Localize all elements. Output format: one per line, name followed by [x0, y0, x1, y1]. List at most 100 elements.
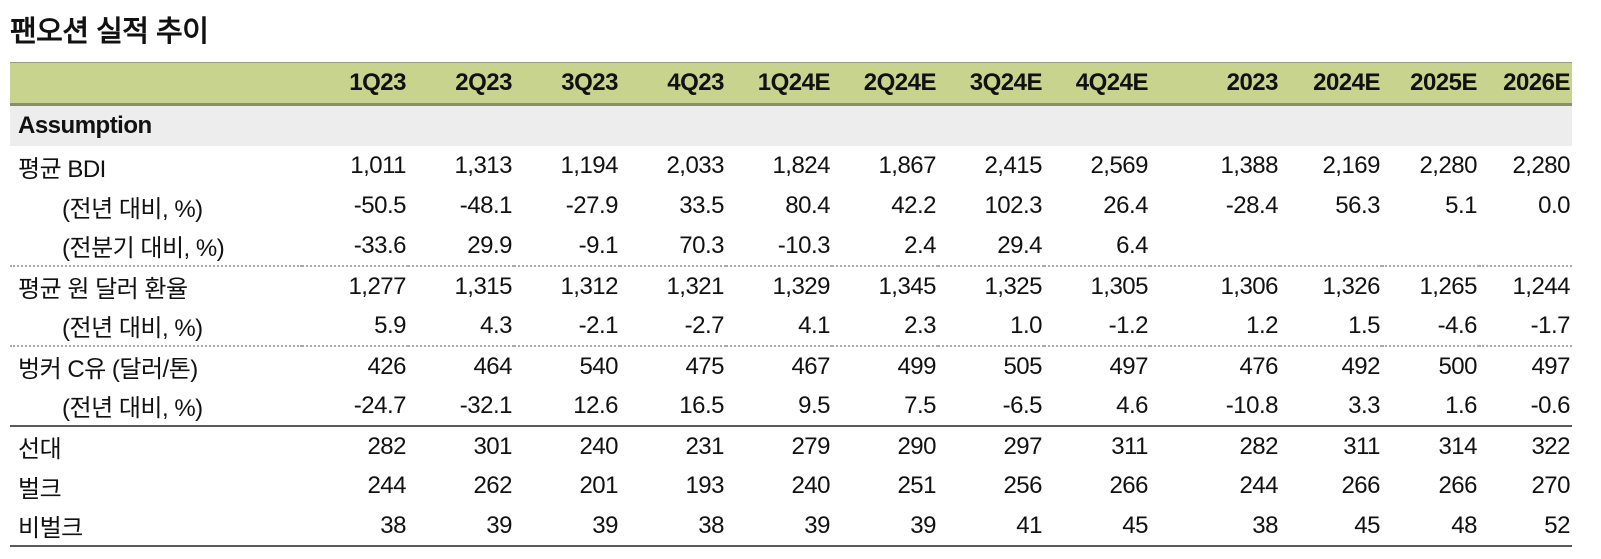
value-cell: 2,280	[1512, 152, 1570, 179]
value-cell: 1.5	[1348, 311, 1380, 339]
value-cell: 1,325	[984, 272, 1042, 300]
value-cell: 231	[685, 432, 724, 460]
value-cell: 6.4	[1116, 231, 1148, 259]
value-cell: 282	[1239, 432, 1278, 460]
table-row: (전년 대비, %) 5.9 4.3 -2.1 -2.7 4.1 2.3 1.0 -1.2 1.2…	[10, 306, 1572, 346]
value-cell: -48.1	[459, 192, 513, 219]
value-cell: 2,280	[1419, 152, 1477, 179]
column-header-2q23: 2Q23	[455, 69, 512, 96]
value-cell: 1,824	[772, 152, 830, 179]
value-cell: 7.5	[904, 391, 936, 419]
row-label: 평균 BDI	[18, 155, 106, 183]
value-cell: 42.2	[891, 192, 936, 219]
value-cell: 266	[1438, 472, 1477, 499]
value-cell: 499	[897, 352, 936, 380]
value-cell: -0.6	[1530, 391, 1571, 419]
value-cell: 38	[1252, 511, 1278, 539]
value-cell: 266	[1109, 472, 1148, 499]
value-cell: 270	[1531, 472, 1570, 499]
value-cell: -10.3	[777, 231, 831, 259]
row-label: (전년 대비, %)	[62, 395, 203, 422]
value-cell: -28.4	[1225, 192, 1279, 219]
value-cell: 39	[486, 511, 512, 539]
value-cell: 244	[1239, 472, 1278, 499]
section-header-row: Assumption	[10, 104, 1572, 146]
value-cell: 1,345	[878, 272, 936, 300]
value-cell: 1,388	[1220, 152, 1278, 179]
value-cell: 240	[791, 472, 830, 499]
value-cell: 29.9	[467, 231, 512, 259]
value-cell: 193	[685, 472, 724, 499]
value-cell: 2,169	[1322, 152, 1380, 179]
column-header-2q24e: 2Q24E	[863, 69, 937, 96]
value-cell: 12.6	[573, 391, 618, 419]
value-cell: 70.3	[679, 231, 724, 259]
value-cell: 500	[1438, 352, 1477, 380]
value-cell: 244	[367, 472, 406, 499]
value-cell: 251	[897, 472, 936, 499]
value-cell: 56.3	[1335, 192, 1380, 219]
value-cell: 1,011	[350, 152, 406, 179]
column-header-1q23: 1Q23	[349, 69, 406, 96]
value-cell: -4.6	[1437, 311, 1478, 339]
value-cell: -9.1	[578, 231, 619, 259]
value-cell: 0.0	[1538, 192, 1570, 219]
value-cell: 1,277	[348, 272, 406, 300]
value-cell: 48	[1451, 511, 1477, 539]
corner-cell	[10, 63, 302, 105]
value-cell: 1.0	[1010, 311, 1042, 339]
value-cell: -1.2	[1108, 311, 1149, 339]
table-row: 벙커 C유 (달러/톤) 426 464 540 475 467 499 505 497 476 4…	[10, 346, 1572, 386]
value-cell: 1,244	[1512, 272, 1570, 300]
value-cell	[1280, 226, 1382, 266]
table-row: 선대 282 301 240 231 279 290 297 311 282 311 314 322	[10, 426, 1572, 466]
value-cell: -24.7	[353, 391, 407, 419]
value-cell: 29.4	[997, 231, 1042, 259]
value-cell: -32.1	[459, 391, 513, 419]
value-cell: 314	[1438, 432, 1477, 460]
column-header-2026e: 2026E	[1503, 69, 1570, 96]
value-cell: 1.2	[1246, 311, 1278, 339]
table-row: 평균 원 달러 환율 1,277 1,315 1,312 1,321 1,329 1,345…	[10, 266, 1572, 306]
value-cell: 16.5	[679, 391, 724, 419]
row-label: 평균 원 달러 환율	[18, 276, 188, 303]
value-cell: 201	[579, 472, 618, 499]
value-cell: 540	[579, 352, 618, 380]
value-cell: 301	[473, 432, 512, 460]
value-cell: -33.6	[353, 231, 407, 259]
value-cell: 497	[1531, 352, 1570, 380]
value-cell: 475	[685, 352, 724, 380]
value-cell: 4.1	[798, 311, 830, 339]
value-cell: 1,326	[1322, 272, 1380, 300]
table-title: 팬오션 실적 추이	[10, 16, 209, 48]
value-cell: 266	[1341, 472, 1380, 499]
row-label: (전년 대비, %)	[62, 315, 203, 342]
value-cell: 80.4	[785, 192, 830, 219]
table-row: 평균 BDI 1,011 1,313 1,194 2,033 1,824 1,867 2,41…	[10, 146, 1572, 186]
column-header-4q24e: 4Q24E	[1075, 69, 1149, 96]
column-header-3q23: 3Q23	[561, 69, 618, 96]
value-cell: 1,315	[454, 272, 512, 300]
section-header-label: Assumption	[10, 104, 1572, 146]
table-row: (전년 대비, %) -50.5 -48.1 -27.9 33.5 80.4 42.2 102…	[10, 186, 1572, 226]
value-cell: 1,321	[666, 272, 724, 300]
value-cell: 1.6	[1445, 391, 1477, 419]
value-cell: 39	[592, 511, 618, 539]
table-body: Assumption 평균 BDI 1,011 1,313 1,194 2,033 1,8…	[10, 104, 1572, 546]
value-cell: 497	[1109, 352, 1148, 380]
value-cell: 262	[473, 472, 512, 499]
row-label: (전년 대비, %)	[62, 195, 203, 223]
value-cell: 1,305	[1090, 272, 1148, 300]
row-label: 비벌크	[18, 515, 83, 542]
table-row: 비벌크 38 39 39 38 39 39 41 45 38 45 48 52	[10, 506, 1572, 546]
value-cell: 464	[473, 352, 512, 380]
value-cell: 45	[1122, 511, 1148, 539]
value-cell: 426	[367, 352, 406, 380]
table-row: (전분기 대비, %) -33.6 29.9 -9.1 70.3 -10.3 2.4 29.4…	[10, 226, 1572, 266]
value-cell: -27.9	[565, 192, 619, 219]
column-header-2023: 2023	[1226, 69, 1279, 96]
value-cell	[1479, 226, 1572, 266]
value-cell: -10.8	[1225, 391, 1279, 419]
value-cell: 52	[1544, 511, 1570, 539]
value-cell: 1,867	[878, 152, 936, 179]
